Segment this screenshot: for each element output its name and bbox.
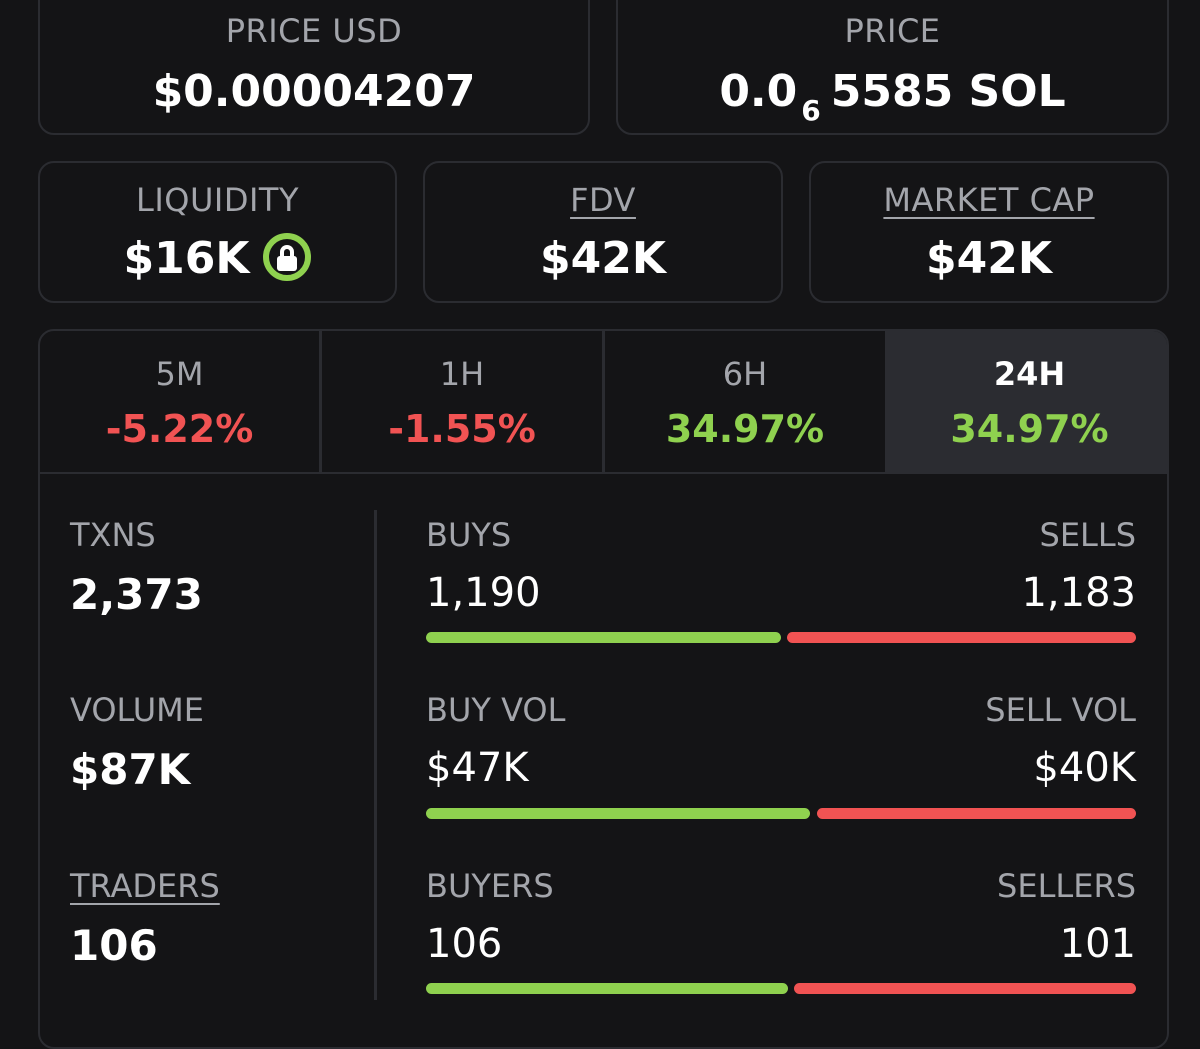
price-native-unit: SOL: [968, 66, 1066, 117]
buyers-bar: [426, 983, 788, 994]
tab-5m-change: -5.22%: [105, 407, 254, 451]
tab-24h-change: 34.97%: [950, 407, 1109, 451]
stats-panel: 5M -5.22% 1H -1.55% 6H 34.97% 24H 34.97%: [38, 329, 1169, 1049]
buys-bar: [426, 632, 781, 643]
sell-vol-bar: [817, 808, 1136, 819]
buyers-label: BUYERS: [426, 867, 554, 905]
buys-value: 1,190: [426, 570, 541, 616]
sellers-value: 101: [1059, 921, 1136, 967]
tab-24h-label: 24H: [993, 355, 1066, 393]
tab-6h-label: 6H: [722, 355, 768, 393]
market-cap-label[interactable]: MARKET CAP: [883, 181, 1095, 219]
price-native-digits: 5585: [830, 66, 954, 117]
sells-label: SELLS: [1039, 516, 1137, 554]
price-usd-label: PRICE USD: [225, 12, 403, 50]
price-native-label: PRICE: [844, 12, 941, 50]
tab-1h-change: -1.55%: [388, 407, 536, 451]
tab-24h[interactable]: 24H 34.97%: [888, 331, 1167, 474]
sellers-bar: [794, 983, 1136, 994]
buyers-value: 106: [426, 921, 503, 967]
fdv-label[interactable]: FDV: [570, 181, 636, 219]
buy-vol-bar: [426, 808, 810, 819]
volume-value: $87K: [70, 745, 191, 794]
tab-5m-label: 5M: [155, 355, 204, 393]
stats-divider: [374, 510, 377, 1000]
price-native-value: 0.0 6 5585 SOL: [618, 66, 1167, 127]
tab-6h[interactable]: 6H 34.97%: [605, 331, 888, 474]
traders-value: 106: [70, 921, 158, 970]
buy-vol-label: BUY VOL: [426, 691, 566, 729]
sell-vol-label: SELL VOL: [985, 691, 1136, 729]
sell-vol-value: $40K: [1033, 745, 1136, 791]
fdv-value: $42K: [540, 233, 666, 284]
price-native-prefix: 0.0: [719, 66, 798, 117]
tab-1h-label: 1H: [439, 355, 485, 393]
liquidity-value: $16K: [123, 233, 250, 284]
buy-vol-value: $47K: [426, 745, 529, 791]
liquidity-label: LIQUIDITY: [136, 181, 299, 219]
sellers-label: SELLERS: [997, 867, 1136, 905]
tab-6h-change: 34.97%: [665, 407, 825, 451]
price-usd-card: PRICE USD $0.00004207: [38, 0, 590, 135]
fdv-card[interactable]: FDV $42K: [423, 161, 783, 303]
liquidity-value-row: $16K: [40, 233, 395, 285]
price-native-card: PRICE 0.0 6 5585 SOL: [616, 0, 1169, 135]
price-usd-value: $0.00004207: [152, 66, 476, 117]
txns-label: TXNS: [70, 516, 156, 554]
volume-label: VOLUME: [70, 691, 204, 729]
price-native-subscript: 6: [801, 94, 821, 127]
traders-label[interactable]: TRADERS: [70, 867, 220, 905]
timeframe-tabs: 5M -5.22% 1H -1.55% 6H 34.97% 24H 34.97%: [40, 331, 1167, 476]
sells-value: 1,183: [1021, 570, 1136, 616]
tab-1h[interactable]: 1H -1.55%: [322, 331, 605, 474]
market-cap-value: $42K: [926, 233, 1052, 284]
txns-value: 2,373: [70, 570, 203, 619]
lock-icon[interactable]: [263, 233, 312, 281]
tab-5m[interactable]: 5M -5.22%: [40, 331, 322, 474]
sells-bar: [787, 632, 1136, 643]
buys-label: BUYS: [426, 516, 512, 554]
liquidity-card: LIQUIDITY $16K: [38, 161, 397, 303]
market-cap-card[interactable]: MARKET CAP $42K: [809, 161, 1169, 303]
